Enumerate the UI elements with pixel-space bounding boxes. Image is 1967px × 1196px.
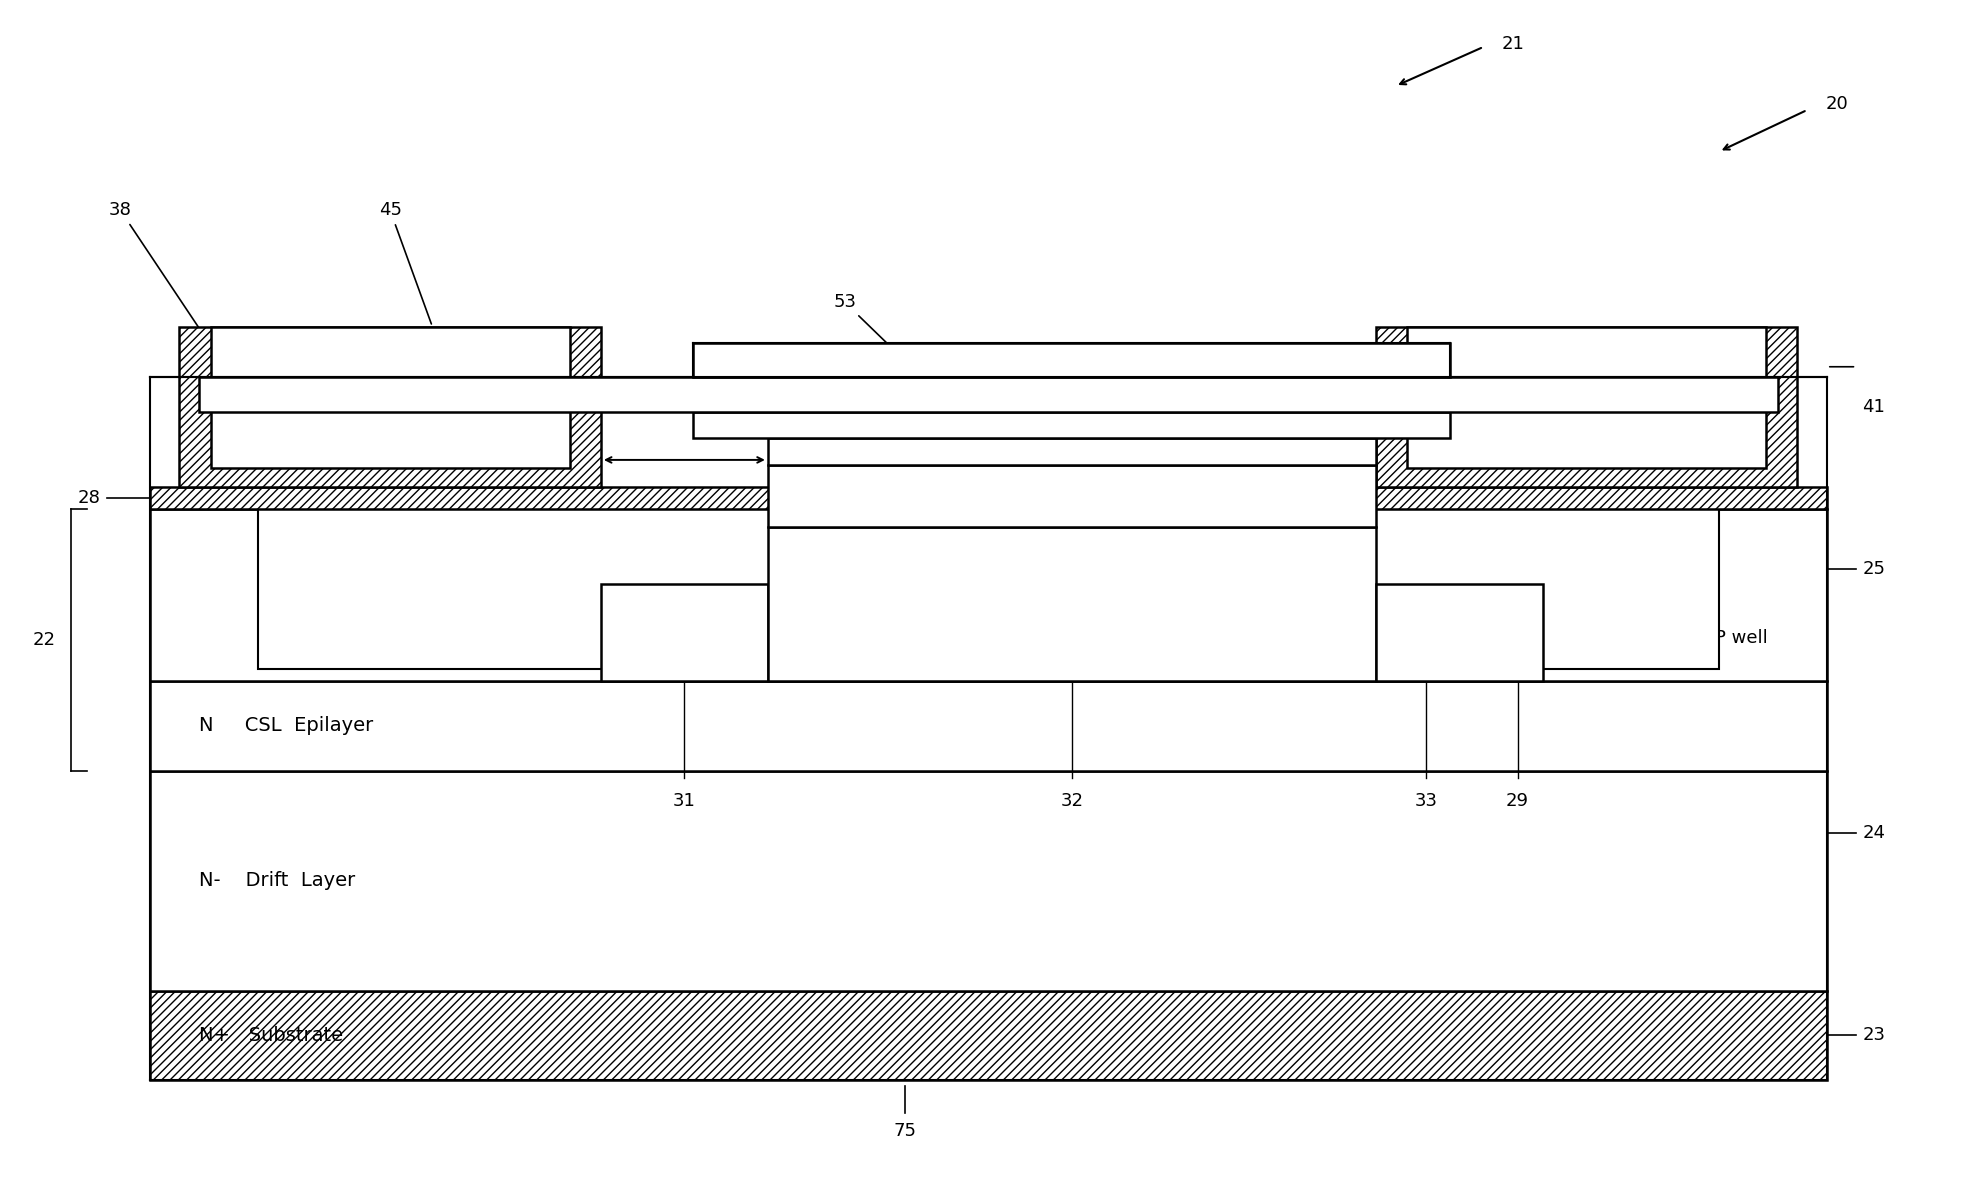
Text: 32: 32: [1060, 792, 1084, 810]
Text: Ti/Au: Ti/Au: [964, 385, 1013, 404]
Text: 28: 28: [79, 489, 100, 507]
Text: 20: 20: [1825, 94, 1849, 112]
Bar: [149, 508, 1827, 682]
Text: Ti/Al: Ti/Al: [1050, 486, 1094, 505]
Bar: [692, 413, 1450, 439]
Bar: [149, 682, 1827, 770]
Bar: [1375, 327, 1798, 487]
Bar: [149, 770, 1827, 990]
Bar: [1406, 327, 1766, 469]
Text: 53: 53: [834, 293, 956, 410]
Text: 23: 23: [1863, 1026, 1884, 1044]
Text: 43: 43: [1379, 505, 1507, 541]
Text: 44: 44: [1454, 386, 1581, 427]
Bar: [210, 327, 570, 469]
Text: Ni: Ni: [1062, 416, 1082, 435]
Bar: [767, 439, 1375, 465]
Text: Gate: Gate: [368, 388, 413, 407]
Bar: [767, 526, 1375, 682]
Bar: [199, 377, 1778, 413]
Text: 31: 31: [673, 792, 696, 810]
Bar: [602, 584, 767, 682]
Bar: [149, 990, 1827, 1080]
Bar: [149, 990, 1827, 1080]
Bar: [149, 487, 1827, 508]
Text: N+   Source: N+ Source: [671, 623, 777, 641]
Bar: [1375, 584, 1542, 682]
Bar: [149, 487, 1827, 508]
Bar: [767, 465, 1375, 526]
Text: 21: 21: [1501, 36, 1524, 54]
Text: P well: P well: [1715, 629, 1768, 647]
Text: Ni: Ni: [1062, 443, 1082, 462]
Text: 24: 24: [1863, 824, 1884, 842]
Bar: [1375, 327, 1798, 487]
Bar: [179, 327, 602, 487]
Text: N     CSL  Epilayer: N CSL Epilayer: [199, 716, 374, 736]
Text: 38: 38: [108, 201, 203, 334]
Text: $L_{ch}$: $L_{ch}$: [671, 495, 698, 517]
Text: 75: 75: [893, 1122, 917, 1140]
Text: 29: 29: [1507, 792, 1528, 810]
Text: Gate: Gate: [1564, 388, 1609, 407]
Text: 41: 41: [1863, 398, 1884, 416]
Bar: [179, 327, 602, 487]
Text: N+   Substrate: N+ Substrate: [199, 1026, 342, 1045]
Bar: [692, 343, 1450, 377]
Text: 25: 25: [1863, 560, 1884, 578]
Text: N-    Drift  Layer: N- Drift Layer: [199, 871, 356, 890]
Text: P+: P+: [1058, 587, 1086, 605]
Bar: [258, 508, 1719, 670]
Text: N+   Source: N+ Source: [1444, 623, 1552, 641]
Text: 33: 33: [1414, 792, 1438, 810]
Text: 45: 45: [380, 201, 431, 324]
Text: 22: 22: [33, 630, 55, 648]
